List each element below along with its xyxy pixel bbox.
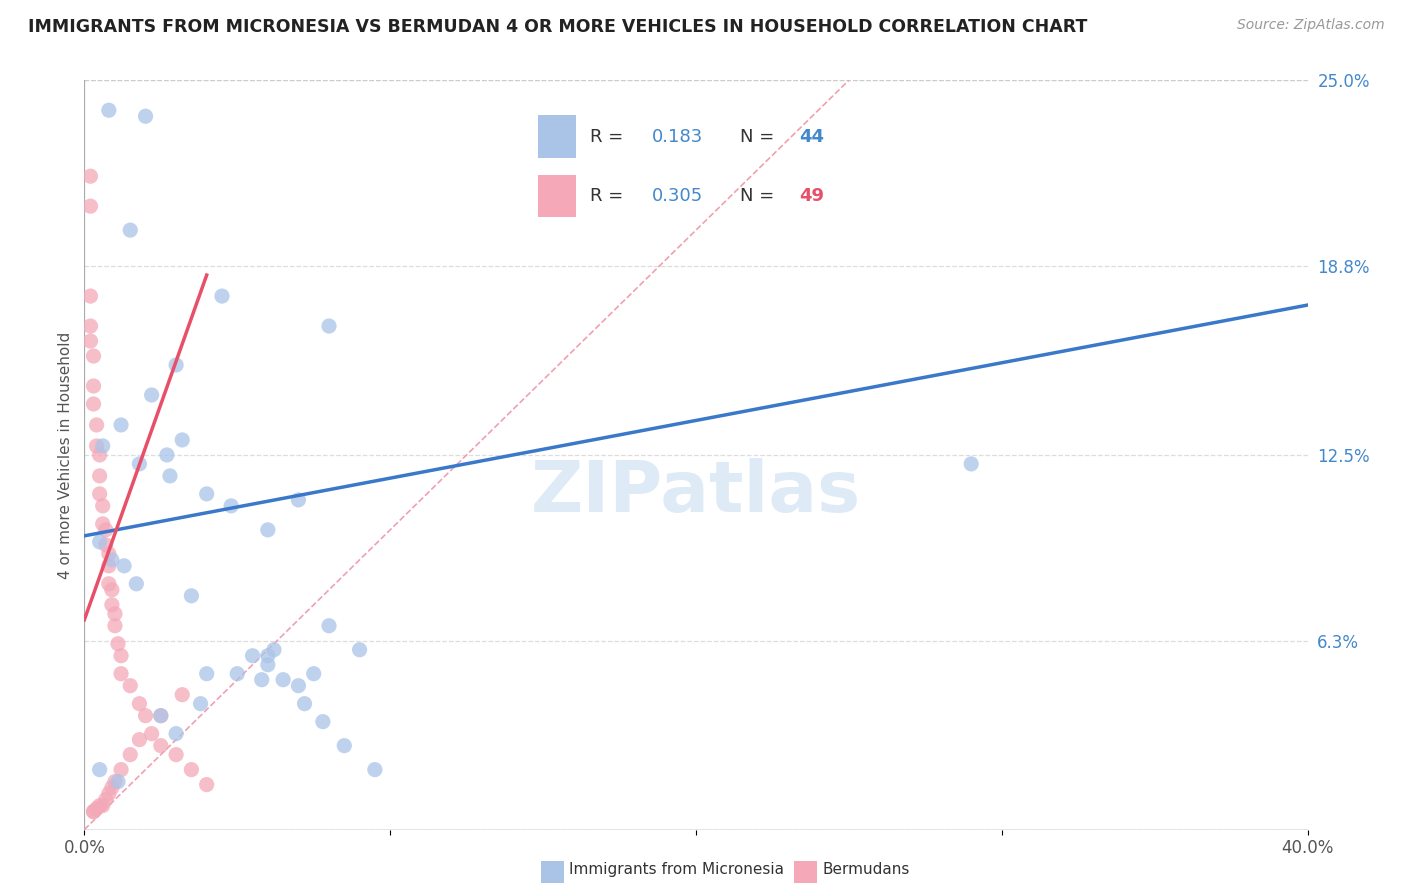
Point <box>104 619 127 633</box>
Point <box>110 417 132 432</box>
Point <box>156 448 179 462</box>
Point <box>165 358 187 372</box>
Point <box>211 289 233 303</box>
Point <box>107 637 129 651</box>
Point <box>79 334 101 348</box>
Point <box>79 319 101 334</box>
Text: ZIPatlas: ZIPatlas <box>531 458 860 527</box>
Point <box>120 747 142 762</box>
Text: Bermudans: Bermudans <box>823 863 910 877</box>
Point <box>195 666 218 681</box>
Point <box>294 697 316 711</box>
Point <box>79 289 101 303</box>
Point <box>91 499 114 513</box>
Point <box>89 487 111 501</box>
Point <box>83 397 105 411</box>
Point <box>94 792 117 806</box>
Point <box>149 708 172 723</box>
Point <box>172 433 194 447</box>
Y-axis label: 4 or more Vehicles in Household: 4 or more Vehicles in Household <box>58 331 73 579</box>
Point <box>83 805 105 819</box>
Point <box>83 379 105 393</box>
Point <box>86 439 108 453</box>
Point <box>257 648 280 663</box>
Point <box>128 697 150 711</box>
Point <box>91 439 114 453</box>
Point <box>89 534 111 549</box>
Point <box>271 673 294 687</box>
Point <box>91 798 114 813</box>
Point <box>159 469 181 483</box>
Point <box>333 739 356 753</box>
Point <box>97 103 120 118</box>
Point <box>165 726 187 740</box>
Point <box>141 388 163 402</box>
Point <box>97 547 120 561</box>
Point <box>302 666 325 681</box>
Point <box>242 648 264 663</box>
Point <box>364 763 387 777</box>
Point <box>83 805 105 819</box>
Point <box>195 778 218 792</box>
Point <box>165 747 187 762</box>
Point <box>110 648 132 663</box>
Point <box>287 492 309 507</box>
Point <box>89 763 111 777</box>
Point <box>97 787 120 801</box>
Point <box>101 780 124 795</box>
Point <box>195 487 218 501</box>
Point <box>141 726 163 740</box>
Point <box>180 763 202 777</box>
Point <box>94 538 117 552</box>
Point <box>180 589 202 603</box>
Point <box>172 688 194 702</box>
Point <box>89 469 111 483</box>
Point <box>128 457 150 471</box>
Point <box>257 523 280 537</box>
Point <box>101 598 124 612</box>
Point <box>110 763 132 777</box>
Point <box>97 576 120 591</box>
Point <box>226 666 249 681</box>
Point <box>79 169 101 184</box>
Point <box>349 642 371 657</box>
Point <box>101 553 124 567</box>
Point <box>89 448 111 462</box>
Point <box>110 666 132 681</box>
Point <box>135 109 157 123</box>
Point <box>94 523 117 537</box>
Point <box>107 774 129 789</box>
Point <box>312 714 335 729</box>
Point <box>112 558 135 573</box>
Point <box>318 319 340 334</box>
Point <box>104 774 127 789</box>
Point <box>86 417 108 432</box>
Point <box>263 642 285 657</box>
Point <box>86 801 108 815</box>
Point <box>125 576 148 591</box>
Point <box>960 457 983 471</box>
Point <box>318 619 340 633</box>
Point <box>120 679 142 693</box>
Point <box>135 708 157 723</box>
Point <box>149 708 172 723</box>
Point <box>128 732 150 747</box>
Point <box>83 349 105 363</box>
Point <box>257 657 280 672</box>
Point <box>149 739 172 753</box>
Point <box>250 673 273 687</box>
Text: Source: ZipAtlas.com: Source: ZipAtlas.com <box>1237 18 1385 32</box>
Point <box>89 798 111 813</box>
Point <box>97 558 120 573</box>
Text: IMMIGRANTS FROM MICRONESIA VS BERMUDAN 4 OR MORE VEHICLES IN HOUSEHOLD CORRELATI: IMMIGRANTS FROM MICRONESIA VS BERMUDAN 4… <box>28 18 1087 36</box>
Point <box>219 499 242 513</box>
Point <box>104 607 127 621</box>
Point <box>190 697 212 711</box>
Point <box>101 582 124 597</box>
Point <box>79 199 101 213</box>
Point <box>120 223 142 237</box>
Point <box>91 516 114 531</box>
Text: Immigrants from Micronesia: Immigrants from Micronesia <box>569 863 785 877</box>
Point <box>287 679 309 693</box>
